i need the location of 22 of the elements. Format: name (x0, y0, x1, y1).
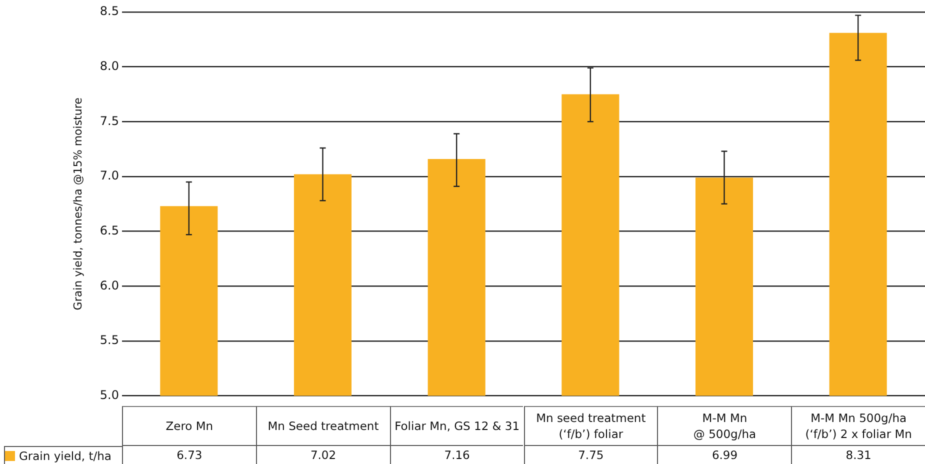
y-tick-label: 6.0 (100, 278, 119, 292)
data-label: 7.16 (390, 446, 524, 464)
y-tick-label: 7.0 (100, 168, 119, 183)
data-label: 8.31 (791, 446, 925, 464)
data-label: 6.99 (657, 446, 792, 464)
y-axis-title: Grain yield, tonnes/ha @15% moisture (71, 97, 84, 310)
y-tick-label: 8.5 (100, 4, 119, 18)
x-tick-label: Mn seed treatment (‘f/b’) foliar (524, 406, 658, 446)
y-tick-label: 8.0 (100, 58, 119, 73)
y-tick-label: 7.5 (100, 114, 119, 128)
data-label: 7.75 (524, 446, 658, 464)
x-tick-label: Mn Seed treatment (256, 406, 390, 446)
y-tick-label: 6.5 (100, 223, 119, 238)
y-tick-label: 5.0 (100, 388, 119, 402)
x-tick-label: M-M Mn 500g/ha (‘f/b’) 2 x foliar Mn (791, 406, 925, 446)
x-tick-label: Foliar Mn, GS 12 & 31 (390, 406, 524, 446)
legend-label: Grain yield, t/ha (19, 448, 112, 464)
x-tick-label: M-M Mn @ 500g/ha (657, 406, 792, 446)
data-label: 6.73 (122, 446, 256, 464)
data-label: 7.02 (256, 446, 390, 464)
x-tick-label: Zero Mn (122, 406, 256, 446)
y-tick-label: 5.5 (100, 333, 119, 348)
